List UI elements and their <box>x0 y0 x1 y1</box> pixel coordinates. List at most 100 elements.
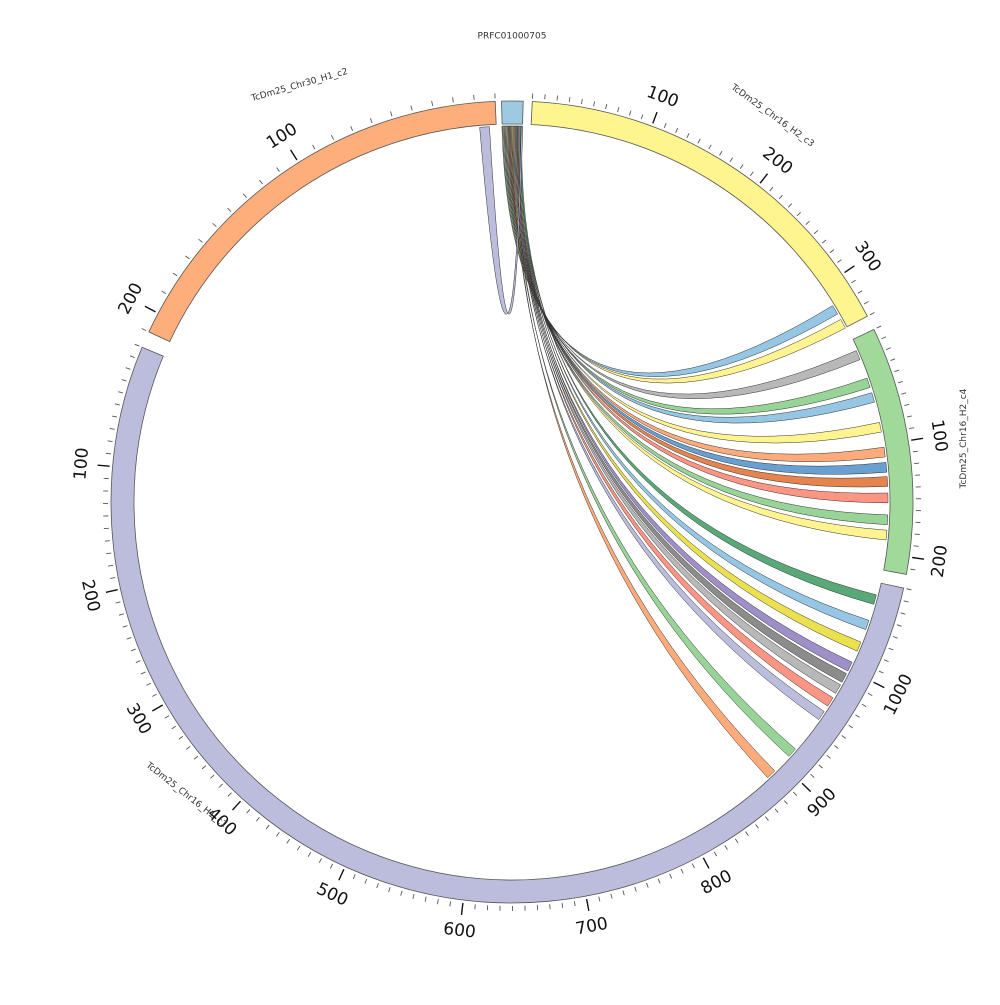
minor-tick <box>890 359 895 361</box>
minor-tick <box>914 546 919 547</box>
minor-tick <box>106 553 111 554</box>
minor-tick <box>775 809 778 813</box>
minor-tick <box>165 716 169 719</box>
minor-tick <box>819 765 823 768</box>
minor-tick <box>228 793 231 797</box>
minor-tick <box>574 901 575 906</box>
major-tick <box>703 858 709 869</box>
minor-tick <box>370 118 372 123</box>
minor-tick <box>909 428 914 429</box>
minor-tick <box>308 852 310 856</box>
minor-tick <box>894 370 899 372</box>
tick-label: 200 <box>77 578 104 614</box>
minor-tick <box>709 145 711 149</box>
minor-tick <box>131 649 136 651</box>
minor-tick <box>904 601 909 602</box>
minor-tick <box>788 204 791 208</box>
minor-tick <box>119 614 124 615</box>
major-tick <box>339 869 344 880</box>
minor-tick <box>194 756 198 759</box>
minor-tick <box>830 250 834 253</box>
sequence-label-tcdm25-chr30-h1-c2: TcDm25_Chr30_H1_c2 <box>249 67 349 104</box>
sequence-label-tcdm25-chr16-h2-c3: TcDm25_Chr16_H2_c3 <box>728 82 815 149</box>
minor-tick <box>266 825 269 829</box>
tick-label: 700 <box>574 914 610 940</box>
minor-tick <box>330 864 332 868</box>
minor-tick <box>276 832 279 836</box>
links-layer <box>480 126 888 778</box>
minor-tick <box>623 890 624 895</box>
minor-tick <box>136 661 141 663</box>
minor-tick <box>112 416 117 417</box>
tick-label: 200 <box>758 143 796 179</box>
major-tick <box>291 150 297 160</box>
minor-tick <box>870 313 874 315</box>
minor-tick <box>106 453 111 454</box>
sequence-arc-tcdm25-chr30-h1-c2 <box>149 101 496 341</box>
minor-tick <box>806 221 810 224</box>
minor-tick <box>123 626 128 628</box>
minor-tick <box>126 368 131 370</box>
minor-tick <box>886 348 891 350</box>
minor-tick <box>797 212 801 216</box>
minor-tick <box>814 230 818 233</box>
minor-tick <box>913 451 918 452</box>
minor-tick <box>725 845 728 849</box>
major-tick <box>145 306 156 312</box>
sequence-label-tcdm25-chr16-h2-c4: TcDm25_Chr16_H2_c4 <box>959 388 969 489</box>
tick-label: 200 <box>928 544 952 579</box>
minor-tick <box>127 637 132 639</box>
minor-tick <box>377 883 379 888</box>
minor-tick <box>118 392 123 393</box>
minor-tick <box>907 416 912 417</box>
minor-tick <box>146 683 150 685</box>
minor-tick <box>884 660 889 662</box>
minor-tick <box>401 891 402 896</box>
minor-tick <box>594 101 595 106</box>
minor-tick <box>879 671 884 673</box>
minor-tick <box>389 887 391 892</box>
minor-tick <box>901 393 906 394</box>
minor-tick <box>581 99 582 104</box>
minor-tick <box>893 637 898 639</box>
sequence-label-prfc01000705: PRFC01000705 <box>478 32 547 42</box>
tick-label: 300 <box>122 700 156 738</box>
minor-tick <box>116 602 121 603</box>
minor-tick <box>842 735 846 738</box>
minor-tick <box>618 107 619 112</box>
minor-tick <box>851 280 855 283</box>
minor-tick <box>202 766 206 769</box>
minor-tick <box>425 897 426 902</box>
minor-tick <box>746 832 749 836</box>
minor-tick <box>319 858 321 862</box>
minor-tick <box>834 746 838 749</box>
minor-tick <box>858 291 862 294</box>
minor-tick <box>228 208 231 212</box>
minor-tick <box>135 344 140 346</box>
minor-tick <box>714 852 717 856</box>
minor-tick <box>141 672 146 674</box>
minor-tick <box>904 404 909 405</box>
minor-tick <box>313 145 315 149</box>
minor-tick <box>391 111 392 116</box>
minor-tick <box>115 404 120 405</box>
minor-tick <box>611 894 612 899</box>
minor-tick <box>882 337 887 339</box>
major-tick <box>911 438 923 440</box>
minor-tick <box>162 291 166 294</box>
tick-label: 100 <box>927 418 952 453</box>
minor-tick <box>411 106 412 111</box>
minor-tick <box>606 104 607 109</box>
major-tick <box>845 266 855 273</box>
minor-tick <box>260 180 263 184</box>
minor-tick <box>122 380 127 381</box>
minor-tick <box>562 903 563 908</box>
minor-tick <box>172 726 176 729</box>
minor-tick <box>287 839 290 843</box>
minor-tick <box>827 755 831 758</box>
major-tick <box>461 903 462 915</box>
minor-tick <box>108 441 113 442</box>
minor-tick <box>670 874 672 879</box>
minor-tick <box>676 128 678 133</box>
